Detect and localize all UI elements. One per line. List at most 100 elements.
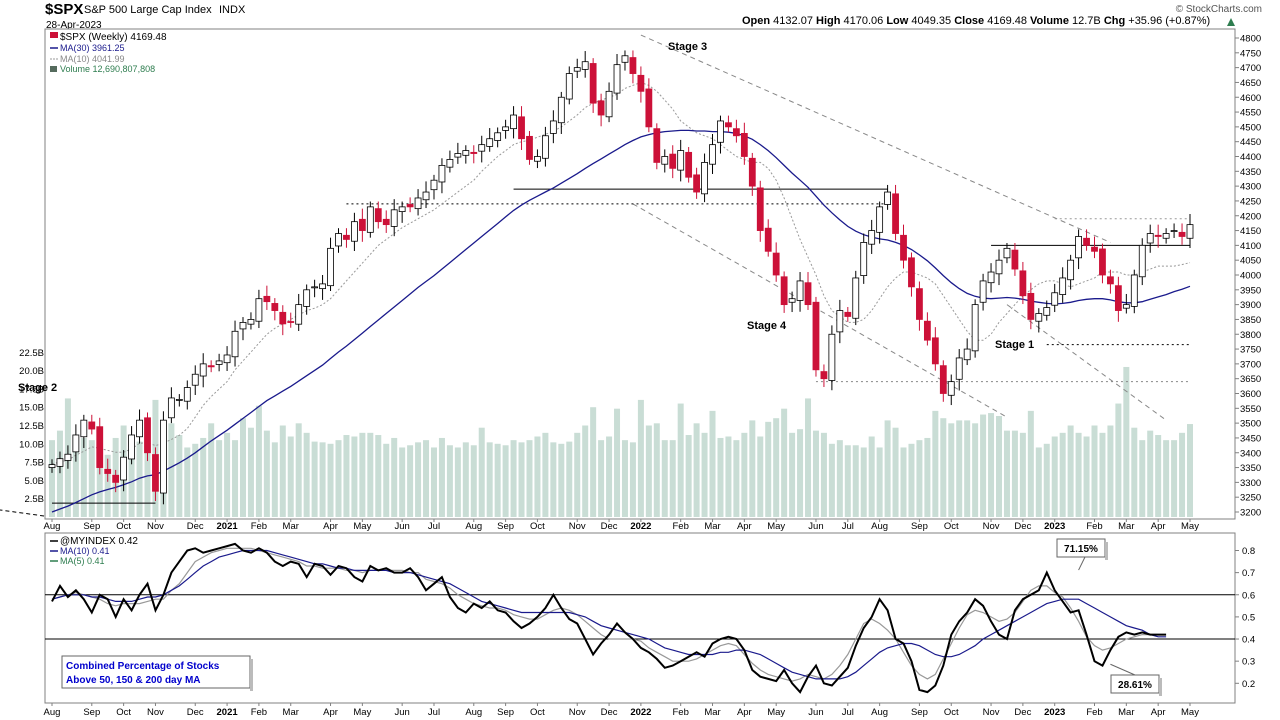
index-name: S&P 500 Large Cap Index xyxy=(84,4,212,16)
breadth-callouts: 71.15% 28.61% xyxy=(1056,538,1162,696)
volume-bar xyxy=(852,445,859,517)
candle-up xyxy=(295,304,303,325)
candle-up xyxy=(239,321,247,330)
date-axis-top: Aug Sep Oct Nov Dec 2021 Feb Mar Apr May Jun Jul Aug… xyxy=(44,519,1199,532)
candle-down xyxy=(358,218,366,231)
candle-up xyxy=(255,298,263,322)
candle-up xyxy=(1051,292,1059,306)
candle-up xyxy=(1059,277,1067,295)
volume-bar xyxy=(550,442,557,517)
date-axis-top-label: Aug xyxy=(871,521,888,532)
candle-down xyxy=(908,257,915,288)
candle-up xyxy=(390,209,398,227)
candle-up xyxy=(1170,230,1178,232)
breadth-tick-label: 0.4 xyxy=(1242,635,1255,646)
price-tick-label: 3250 xyxy=(1240,493,1261,504)
volume-bar xyxy=(988,413,995,517)
date-axis-top-label: Jul xyxy=(428,521,440,532)
date-axis-top-label: 2021 xyxy=(217,521,239,532)
price-tick-label: 4400 xyxy=(1240,152,1261,163)
candle-up xyxy=(796,280,804,301)
date-axis-top-label: May xyxy=(1181,521,1199,532)
volume-bar xyxy=(446,445,453,517)
candle-down xyxy=(287,321,295,323)
volume-bar xyxy=(956,420,963,517)
candle-up xyxy=(191,373,199,386)
date-axis-bottom-label: Apr xyxy=(1151,707,1166,718)
info-line-2: Above 50, 150 & 200 day MA xyxy=(66,675,201,686)
date-axis-top-label: Dec xyxy=(601,521,618,532)
volume-bar xyxy=(709,410,716,517)
quote-value-close: 4169.48 xyxy=(987,15,1027,27)
date-axis-top-label: Jun xyxy=(808,521,823,532)
volume-bar xyxy=(192,443,199,517)
candle-up xyxy=(995,259,1003,275)
volume-bar xyxy=(303,432,310,517)
candle-up xyxy=(1043,307,1051,316)
candle-down xyxy=(263,295,271,303)
price-tick-label: 4200 xyxy=(1240,211,1261,222)
candle-down xyxy=(406,204,414,208)
volume-tick-label: 2.5B xyxy=(24,494,44,505)
volume-bar xyxy=(49,440,55,517)
candle-up xyxy=(979,280,987,303)
candle-down xyxy=(916,288,923,320)
date-axis-bottom-label: Jun xyxy=(394,707,409,718)
breadth-lines xyxy=(51,542,1167,694)
volume-bar xyxy=(741,432,748,517)
price-tick-label: 3350 xyxy=(1240,463,1261,474)
candle-up xyxy=(215,360,223,365)
candle-up xyxy=(167,397,175,419)
price-tick-label: 4000 xyxy=(1240,271,1261,282)
volume-bar xyxy=(884,420,891,517)
candle-down xyxy=(1178,231,1186,237)
price-tick-label: 3950 xyxy=(1240,285,1261,296)
price-tick-label: 4450 xyxy=(1240,137,1261,148)
volume-bar xyxy=(176,435,183,517)
volume-tick-label: 12.5B xyxy=(19,421,44,432)
volume-bar xyxy=(685,435,692,517)
volume-bar xyxy=(56,430,63,517)
price-tick-label: 4500 xyxy=(1240,122,1261,133)
candle-up xyxy=(709,144,716,165)
volume-bar xyxy=(1171,440,1178,517)
candle-down xyxy=(669,153,677,169)
triangle-up-icon xyxy=(1227,18,1235,26)
volume-bar xyxy=(255,405,262,517)
candle-up xyxy=(128,434,135,460)
volume-bar xyxy=(168,423,175,517)
volume-bar xyxy=(749,420,756,517)
candle-up xyxy=(860,242,868,276)
breadth-tick-label: 0.7 xyxy=(1242,568,1255,579)
date-axis-bottom-label: Dec xyxy=(187,707,204,718)
candle-down xyxy=(96,426,104,468)
volume-bar xyxy=(144,447,151,517)
candle-down xyxy=(1114,285,1122,311)
candle-up xyxy=(828,333,836,381)
volume-bar xyxy=(1155,435,1162,517)
price-tick-label: 4550 xyxy=(1240,108,1261,119)
date-axis-top-label: Jun xyxy=(394,521,409,532)
date-axis-bottom-label: Feb xyxy=(1086,707,1102,718)
price-legend: $SPX (Weekly) 4169.48 MA(30) 3961.25 MA(… xyxy=(50,32,167,74)
candle-up xyxy=(486,138,494,147)
price-tick-label: 3450 xyxy=(1240,433,1261,444)
volume-bar xyxy=(486,442,493,517)
price-tick-label: 4600 xyxy=(1240,93,1261,104)
candle-up xyxy=(884,191,891,205)
price-tick-label: 3500 xyxy=(1240,419,1261,430)
volume-bar xyxy=(781,408,788,517)
date-axis-bottom-label: Oct xyxy=(116,707,131,718)
date-axis-bottom-label: Sep xyxy=(911,707,928,718)
candle-up xyxy=(311,286,319,289)
stage1-label: Stage 1 xyxy=(995,339,1034,351)
date-axis-top-label: 2022 xyxy=(630,521,651,532)
date-axis-bottom-label: 2022 xyxy=(630,707,651,718)
volume-bar xyxy=(1123,366,1130,517)
volume-bar xyxy=(1003,430,1010,517)
breadth-tick-label: 0.2 xyxy=(1242,679,1255,690)
price-tick-label: 3550 xyxy=(1240,404,1261,415)
volume-bar xyxy=(1075,432,1082,517)
date-axis-top-label: Mar xyxy=(1118,521,1134,532)
